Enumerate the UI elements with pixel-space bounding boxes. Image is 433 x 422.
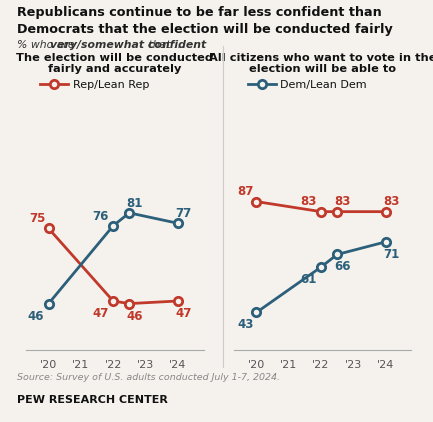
Text: 47: 47 [92, 307, 109, 320]
Text: 83: 83 [334, 195, 351, 208]
Text: % who are: % who are [17, 40, 78, 50]
Text: 61: 61 [300, 273, 317, 286]
Text: 43: 43 [237, 319, 253, 331]
Text: 46: 46 [126, 310, 143, 322]
Text: 66: 66 [334, 260, 351, 273]
Text: 71: 71 [383, 248, 399, 261]
Legend: Dem/Lean Dem: Dem/Lean Dem [248, 80, 367, 90]
Text: very/somewhat confident: very/somewhat confident [50, 40, 206, 50]
Text: 81: 81 [126, 197, 143, 210]
Text: All citizens who want to vote in the
election will be able to: All citizens who want to vote in the ele… [209, 53, 433, 74]
Text: 77: 77 [175, 207, 191, 220]
Text: Republicans continue to be far less confident than: Republicans continue to be far less conf… [17, 6, 382, 19]
Text: 87: 87 [237, 185, 253, 198]
Text: that ...: that ... [145, 40, 184, 50]
Legend: Rep/Lean Rep: Rep/Lean Rep [40, 80, 149, 90]
Text: 46: 46 [28, 310, 44, 322]
Text: 47: 47 [175, 307, 191, 320]
Text: 75: 75 [29, 212, 45, 225]
Text: Source: Survey of U.S. adults conducted July 1-7, 2024.: Source: Survey of U.S. adults conducted … [17, 373, 280, 382]
Text: The election will be conducted
fairly and accurately: The election will be conducted fairly an… [16, 53, 213, 74]
Text: 83: 83 [383, 195, 399, 208]
Text: 83: 83 [300, 195, 317, 208]
Text: Democrats that the election will be conducted fairly: Democrats that the election will be cond… [17, 23, 393, 36]
Text: 76: 76 [92, 210, 109, 223]
Text: PEW RESEARCH CENTER: PEW RESEARCH CENTER [17, 395, 168, 405]
